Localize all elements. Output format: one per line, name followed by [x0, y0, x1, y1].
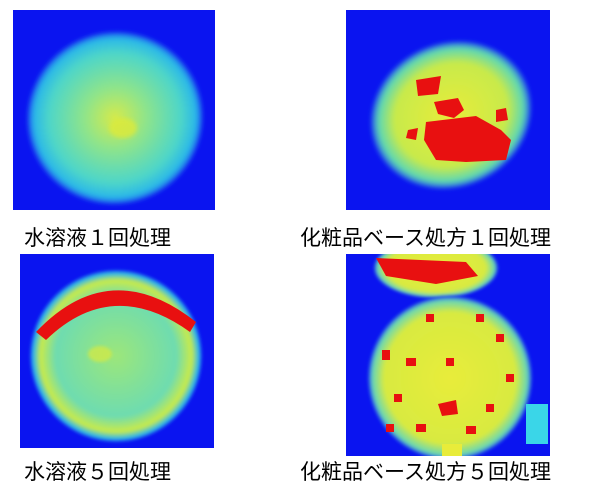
image-cosmetic-base-1x — [346, 10, 550, 210]
image-aqueous-5x — [20, 254, 214, 448]
caption-aqueous-1x: 水溶液１回処理 — [24, 226, 171, 250]
image-cosmetic-base-5x — [346, 254, 550, 456]
caption-cosmetic-base-5x: 化粧品ベース処方５回処理 — [300, 460, 551, 484]
caption-aqueous-5x: 水溶液５回処理 — [24, 460, 171, 484]
caption-cosmetic-base-1x: 化粧品ベース処方１回処理 — [300, 226, 551, 250]
image-aqueous-1x — [13, 10, 215, 210]
